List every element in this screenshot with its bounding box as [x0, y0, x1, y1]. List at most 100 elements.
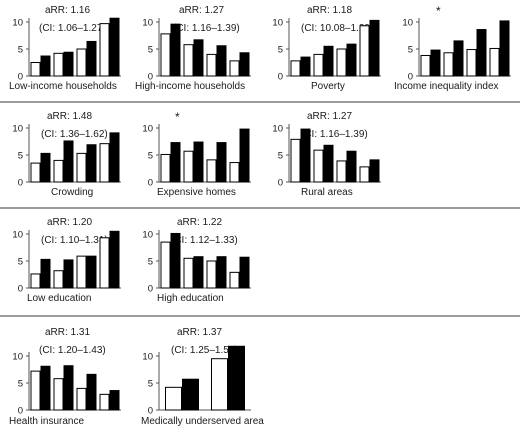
- panel-title: Medically underserved area: [141, 416, 264, 427]
- bar-group-3-series-1: [466, 49, 477, 77]
- bar-group-1-series-1: [420, 54, 431, 77]
- y-tick-label: 5: [278, 151, 283, 162]
- bar-group-2-series-1: [443, 52, 454, 77]
- rr-label: aRR: 1.27: [179, 5, 224, 16]
- bar-group-3-series-2: [86, 255, 97, 289]
- bar-group-2-series-1: [53, 159, 64, 183]
- bar-group-1-series-2: [182, 378, 199, 411]
- y-tick-label: 5: [18, 379, 23, 390]
- bar-group-4-series-2: [369, 19, 380, 77]
- bar-group-3-series-2: [86, 373, 97, 411]
- bar-group-3-series-2: [216, 45, 227, 77]
- y-tick-label: 10: [12, 124, 23, 135]
- ci-label: (CI: 1.12–1.33): [171, 235, 238, 246]
- bar-group-4-series-1: [99, 237, 110, 289]
- bar-group-1-series-1: [160, 241, 171, 289]
- bar-group-1-series-1: [160, 33, 171, 77]
- bar-group-3-series-2: [216, 142, 227, 183]
- y-tick-label: 10: [402, 18, 413, 29]
- panel-title: High education: [157, 293, 224, 304]
- y-tick-label: 5: [408, 45, 413, 56]
- bar-group-4-series-2: [499, 20, 510, 77]
- bar-group-4-series-2: [369, 159, 380, 183]
- y-tick-label: 10: [12, 230, 23, 241]
- panel-7: aRR: 1.27 (CI: 1.16–1.39) 0 5 10 Rural areas: [272, 111, 381, 198]
- bar-group-3-series-1: [76, 48, 87, 77]
- bar-group-2-series-1: [53, 270, 64, 289]
- panel-2: aRR: 1.27 (CI: 1.16–1.39) 0 5 10 High-income …: [135, 5, 251, 92]
- bar-group-2-series-2: [63, 259, 74, 289]
- panel-9: aRR: 1.22 (CI: 1.12–1.33) 0 5 10 High educati…: [142, 217, 251, 304]
- panel-4: * 0 5 10 Income inequality index: [394, 4, 511, 92]
- rr-label: aRR: 1.22: [177, 217, 222, 228]
- bar-group-2-series-2: [63, 140, 74, 183]
- bar-group-3-series-1: [206, 159, 217, 183]
- ci-label: (CI: 1.16–1.39): [301, 129, 368, 140]
- bar-group-2-series-2: [323, 144, 334, 183]
- bar-group-4-series-2: [239, 256, 250, 289]
- bar-group-1-series-1: [290, 60, 301, 77]
- bar-group-2-series-1: [313, 149, 324, 183]
- y-tick-label: 0: [148, 72, 153, 83]
- bar-group-4-series-2: [109, 390, 120, 411]
- panel-title: Crowding: [51, 187, 93, 198]
- rr-label: aRR: 1.27: [307, 111, 352, 122]
- y-tick-label: 10: [272, 124, 283, 135]
- rr-label: aRR: 1.48: [47, 111, 92, 122]
- bar-group-1-series-2: [40, 365, 51, 411]
- rr-label: aRR: 1.16: [45, 5, 90, 16]
- y-tick-label: 5: [148, 379, 153, 390]
- bar-group-3-series-2: [346, 150, 357, 183]
- bar-group-4-series-1: [99, 143, 110, 183]
- panel-11: aRR: 1.37 (CI: 1.25–1.50) 0 5 10 Medically un…: [141, 327, 264, 427]
- panel-1: aRR: 1.16 (CI: 1.06–1.27) 0 5 10 Low-income h…: [9, 5, 121, 92]
- bar-group-2-series-1: [183, 257, 194, 289]
- y-tick-label: 5: [18, 257, 23, 268]
- panel-6: * 0 5 10 Expensive homes: [142, 110, 251, 198]
- bar-group-4-series-2: [109, 132, 120, 183]
- significance-star: *: [436, 4, 441, 18]
- y-tick-label: 0: [18, 406, 23, 417]
- y-tick-label: 5: [148, 151, 153, 162]
- bar-group-2-series-1: [53, 378, 64, 411]
- bar-group-1-series-1: [30, 370, 41, 411]
- bar-group-1-series-2: [40, 55, 51, 77]
- bar-group-1-series-2: [170, 232, 181, 289]
- bar-group-2-series-2: [193, 39, 204, 77]
- y-tick-label: 10: [272, 18, 283, 29]
- ci-label: (CI: 1.16–1.39): [173, 23, 240, 34]
- bar-group-4-series-1: [489, 47, 500, 77]
- y-tick-label: 0: [18, 72, 23, 83]
- y-tick-label: 0: [148, 284, 153, 295]
- ci-label: (CI: 1.25–1.50): [171, 345, 238, 356]
- bar-group-1-series-1: [30, 162, 41, 183]
- bar-group-3-series-2: [346, 43, 357, 77]
- y-tick-label: 5: [148, 45, 153, 56]
- y-tick-label: 0: [408, 72, 413, 83]
- rr-label: aRR: 1.18: [307, 5, 352, 16]
- y-tick-label: 10: [12, 352, 23, 363]
- bar-group-1-series-2: [40, 152, 51, 183]
- bar-group-2-series-1: [211, 358, 228, 411]
- bar-group-3-series-1: [336, 160, 347, 183]
- bar-group-1-series-1: [160, 153, 171, 183]
- y-tick-label: 0: [18, 284, 23, 295]
- ci-label: (CI: 1.06–1.27): [39, 23, 106, 34]
- y-tick-label: 5: [278, 45, 283, 56]
- y-tick-label: 10: [142, 352, 153, 363]
- bar-group-2-series-2: [323, 45, 334, 77]
- panel-title: Rural areas: [301, 187, 353, 198]
- panels: aRR: 1.16 (CI: 1.06–1.27) 0 5 10 Low-income h…: [9, 4, 511, 427]
- rr-label: aRR: 1.37: [177, 327, 222, 338]
- ci-label: (CI: 1.36–1.62): [41, 129, 108, 140]
- bar-group-2-series-1: [313, 53, 324, 77]
- y-tick-label: 0: [278, 178, 283, 189]
- y-tick-label: 0: [18, 178, 23, 189]
- bar-group-1-series-1: [290, 138, 301, 183]
- bar-group-4-series-1: [229, 60, 240, 77]
- rr-label: aRR: 1.31: [45, 327, 90, 338]
- bar-group-1-series-2: [430, 49, 441, 77]
- bar-group-1-series-2: [170, 23, 181, 77]
- bar-group-2-series-2: [228, 345, 245, 411]
